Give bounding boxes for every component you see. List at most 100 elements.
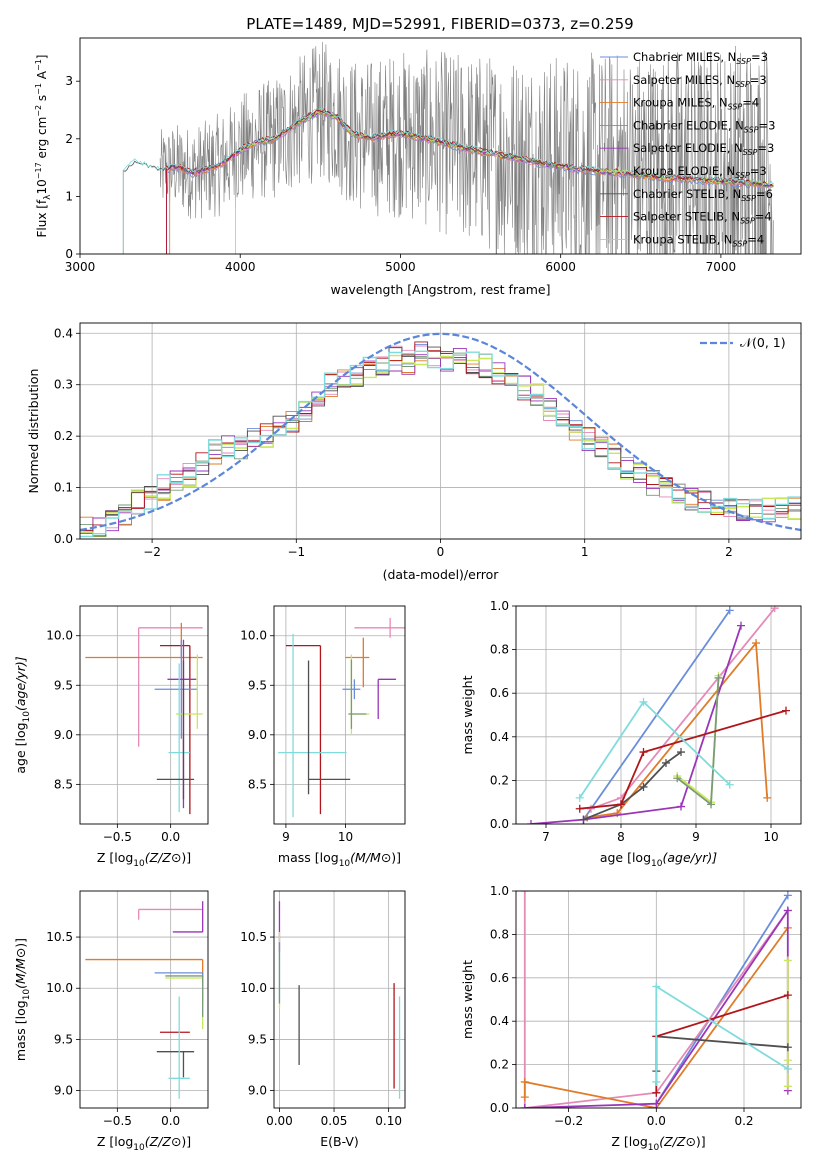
y-tick-label: 0	[65, 247, 73, 261]
legend-entry: Salpeter MILES, NSSP=3	[633, 73, 767, 89]
legend-entry: Kroupa STELIB, NSSP=4	[633, 232, 764, 248]
y-tick-label: 9.0	[248, 728, 267, 742]
y-tick-label: 0.4	[490, 1014, 509, 1028]
x-tick-label: 2	[725, 545, 733, 559]
x-axis-label: Z [log10(Z/Z⊙)]	[97, 850, 191, 869]
y-tick-label: 1.0	[490, 599, 509, 613]
mass-weight-marker	[770, 606, 779, 613]
axes-frame	[79, 37, 802, 255]
mass-weight-marker	[639, 697, 648, 706]
errorbar-plot-area	[278, 617, 405, 818]
y-tick-label: 0.0	[490, 817, 509, 831]
x-tick-label: 1	[581, 545, 589, 559]
y-tick-label: 9.5	[54, 678, 73, 692]
x-tick-label: −0.2	[554, 1114, 583, 1128]
x-tick-label: 3000	[65, 260, 96, 274]
x-tick-label: −0.5	[103, 830, 132, 844]
x-tick-label: −1	[287, 545, 305, 559]
y-tick-label: 0.8	[490, 927, 509, 941]
legend-entry: 𝒩(0, 1)	[740, 335, 786, 350]
mass-weight-marker	[575, 804, 584, 813]
x-axis-label: age [log10(age/yr)]	[600, 850, 717, 869]
x-tick-label: 0.00	[266, 1114, 293, 1128]
mass-weight-marker	[652, 982, 661, 991]
mass-weight-marker	[652, 1088, 661, 1097]
y-tick-label: 0.0	[54, 532, 73, 546]
residuals-panel: −2 −1 0 1 2 0.0 0.1 0.2 0.3 0.4 (data-model)/error…	[26, 322, 802, 582]
y-tick-label: 1	[65, 189, 73, 203]
x-tick-label: 10	[763, 830, 778, 844]
mass-weight-marker	[725, 780, 734, 789]
mass-weight-marker	[520, 1093, 529, 1102]
x-tick-label: 9	[692, 830, 700, 844]
y-tick-label: 0.1	[54, 481, 73, 495]
mass-weight-marker	[520, 1104, 529, 1108]
y-axis-label: age [log10(age/yr)]	[13, 656, 32, 773]
mass-weight-marker	[783, 906, 792, 915]
axes-frame	[515, 605, 802, 825]
y-axis-label: Flux [fλ10−17 erg cm−2 s−1 A−1]	[34, 55, 53, 238]
x-tick-label: −0.5	[103, 1114, 132, 1128]
legend-entry: Chabrier MILES, NSSP=3	[633, 50, 768, 66]
y-tick-label: 9.5	[248, 1032, 267, 1046]
mass-weight-marker	[783, 1043, 792, 1052]
x-tick-label: 0.0	[161, 830, 180, 844]
x-axis-label: mass [log10(M/M⊙)]	[278, 850, 401, 869]
y-tick-label: 2	[65, 132, 73, 146]
mass-weight-plot-area	[527, 606, 790, 824]
x-tick-label: 7	[542, 830, 550, 844]
axes-frame	[79, 605, 209, 825]
histogram-salpeter-elodie	[80, 347, 801, 532]
mass-weight-marker	[673, 774, 682, 783]
mass-weight-marker	[782, 706, 790, 715]
histogram-salpeter-stelib	[80, 341, 801, 531]
mass-weight-marker	[652, 1077, 661, 1086]
mass-weight-line-salpeter-miles	[590, 607, 776, 810]
mass-weight-marker	[783, 1082, 792, 1091]
mass-weight-marker	[783, 1056, 792, 1065]
mass-weight-vs-age-panel: 7 8 9 10 0.0 0.2 0.4 0.6 0.8 1.0 age [log10(age/yr…	[460, 599, 802, 869]
legend-entry: Kroupa ELODIE, NSSP=3	[633, 164, 767, 180]
x-axis-label: (data-model)/error	[383, 567, 500, 582]
mass-weight-line-kroupa-miles	[523, 927, 789, 1108]
y-tick-label: 10.0	[46, 629, 73, 643]
model-spectrum-line-kroupa-stelib	[122, 107, 774, 254]
mass-weight-marker	[587, 804, 595, 813]
y-tick-label: 0.4	[490, 730, 509, 744]
mass-weight-line-salpeter-stelib	[579, 709, 787, 810]
y-tick-label: 8.5	[54, 777, 73, 791]
x-tick-label: 9	[282, 830, 290, 844]
mass-weight-line-salpeter-stelib	[655, 994, 789, 1093]
model-spectrum-line-kroupa-elodie	[235, 110, 775, 254]
axes-frame	[515, 890, 802, 1109]
figure-title: PLATE=1489, MJD=52991, FIBERID=0373, z=0…	[246, 15, 633, 33]
mass-weight-line-salpeter-elodie	[530, 625, 742, 824]
x-axis-label: Z [log10(Z/Z⊙)]	[97, 1134, 191, 1153]
x-axis-label: Z [log10(Z/Z⊙)]	[611, 1134, 705, 1153]
mass-weight-marker	[520, 1077, 529, 1086]
y-tick-label: 9.5	[248, 678, 267, 692]
y-axis-label: Normed distribution	[26, 369, 41, 494]
y-tick-label: 0.3	[54, 378, 73, 392]
mass-weight-marker	[752, 639, 760, 648]
x-tick-label: 0.05	[321, 1114, 348, 1128]
mass-weight-marker	[520, 891, 529, 895]
mass-weight-marker	[579, 815, 588, 824]
mass-weight-marker	[707, 800, 715, 809]
mass-vs-metallicity-panel: −0.5 0.0 9.0 9.5 10.0 10.5 Z [log10(Z/Z⊙)] mass…	[13, 890, 209, 1153]
spectrum-plot-area	[122, 41, 775, 254]
x-tick-label: 5000	[385, 260, 416, 274]
mass-weight-marker	[652, 1099, 661, 1108]
legend-entry: Chabrier STELIB, NSSP=6	[633, 187, 773, 203]
x-tick-label: 6000	[545, 260, 576, 274]
mass-weight-marker	[527, 820, 535, 824]
x-axis-label: wavelength [Angstrom, rest frame]	[330, 282, 550, 297]
y-tick-label: 10.5	[46, 930, 73, 944]
y-tick-label: 1.0	[490, 884, 509, 898]
mass-weight-line-chabrier-miles	[655, 894, 789, 1105]
y-tick-label: 10.5	[240, 930, 267, 944]
y-tick-label: 0.2	[490, 1058, 509, 1072]
y-tick-label: 10.0	[240, 629, 267, 643]
legend-entry: Kroupa MILES, NSSP=4	[633, 96, 759, 112]
